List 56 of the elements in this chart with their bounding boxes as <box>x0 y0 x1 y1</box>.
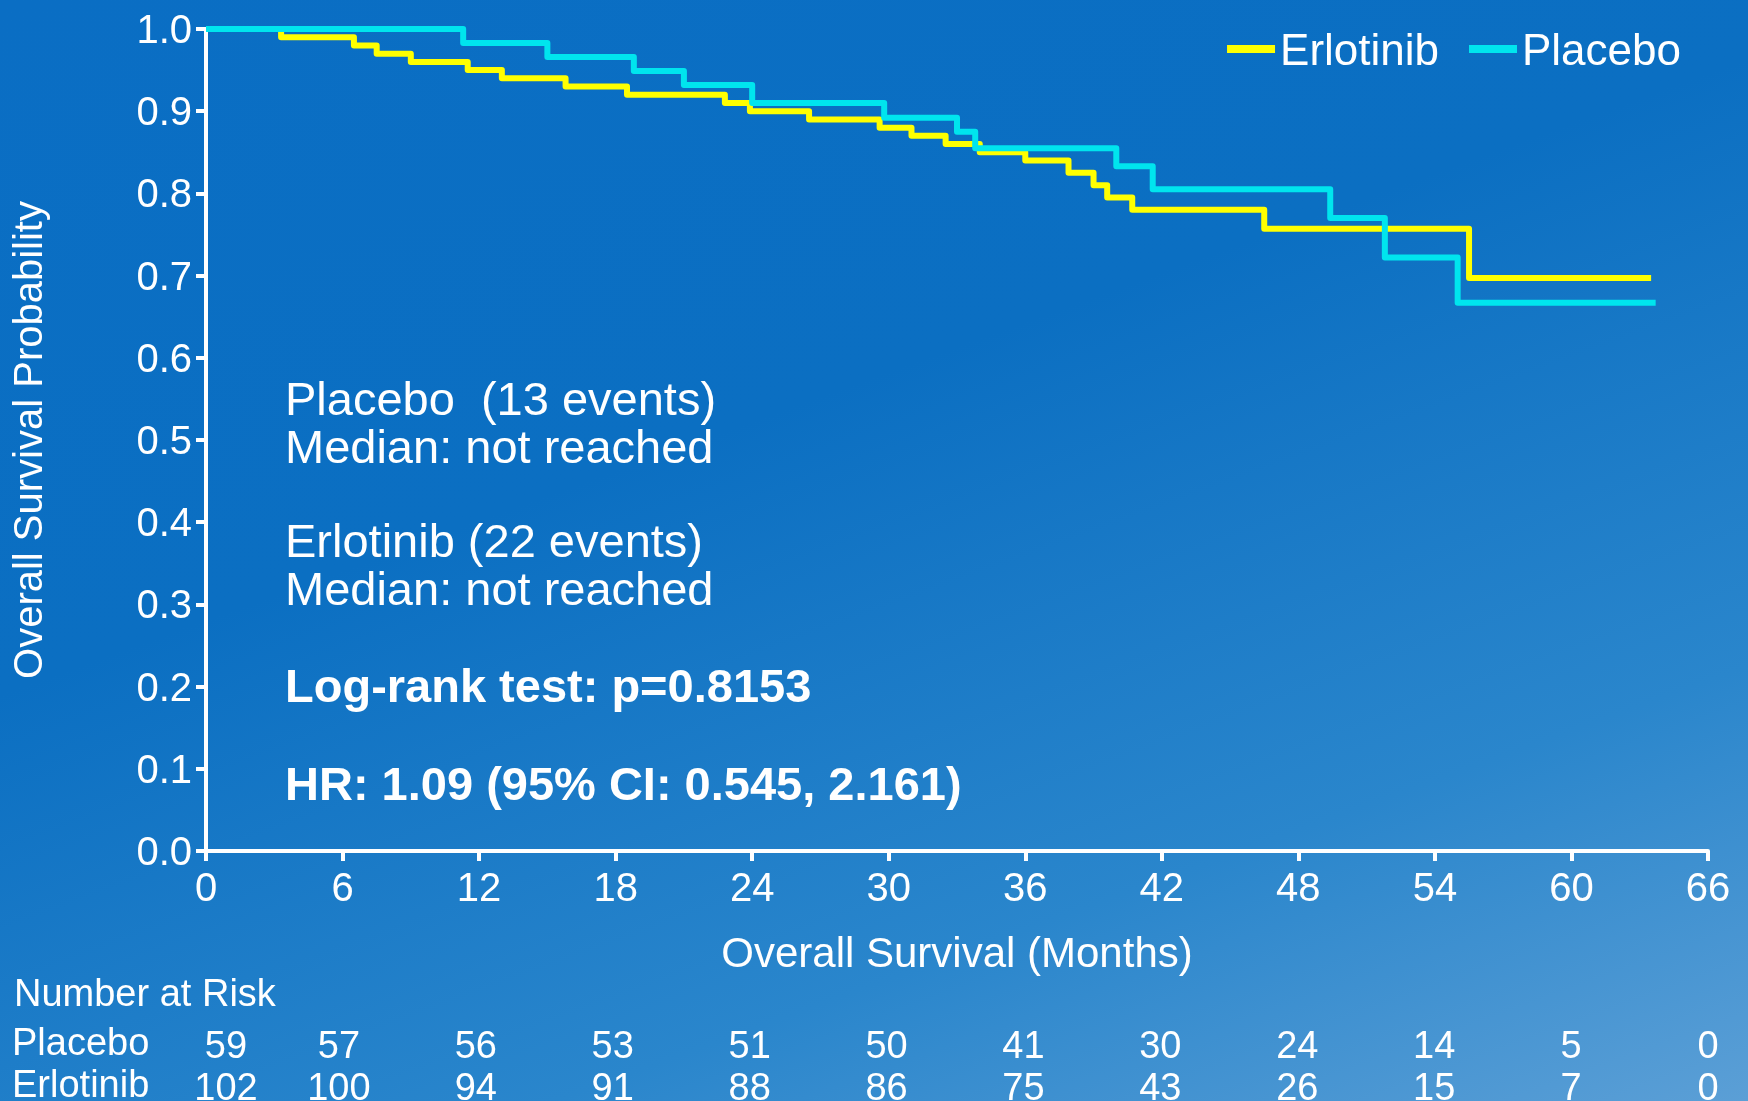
text: 26 <box>1276 1066 1319 1101</box>
text: 100 <box>307 1066 371 1101</box>
x-tick-label: 30 <box>866 865 911 909</box>
x-tick-label: 0 <box>194 865 218 909</box>
legend-label: Placebo <box>1521 24 1682 74</box>
y-tick-label: 0.8 <box>136 171 192 216</box>
y-tick-label: 1.0 <box>136 7 192 51</box>
text: 15 <box>1413 1066 1456 1101</box>
text: 41 <box>1002 1024 1045 1066</box>
text: 14 <box>1413 1024 1456 1066</box>
text: 56 <box>454 1024 497 1066</box>
text: 53 <box>591 1024 634 1066</box>
text: 59 <box>204 1024 248 1066</box>
y-tick-label: 0.9 <box>136 89 192 134</box>
x-tick-label: 18 <box>593 865 638 909</box>
x-tick-label: 24 <box>729 865 775 909</box>
annotation: HR: 1.09 (95% CI: 0.545, 2.161) <box>285 757 962 810</box>
y-tick-label: 0.4 <box>136 500 192 545</box>
x-tick-label: 12 <box>456 865 502 909</box>
text: 0 <box>1697 1066 1719 1101</box>
legend-label: Erlotinib <box>1280 24 1439 74</box>
text: 57 <box>317 1024 361 1066</box>
text: 0 <box>1697 1024 1719 1066</box>
y-tick-label: 0.6 <box>136 335 192 380</box>
text: 24 <box>1276 1024 1319 1066</box>
text: 94 <box>454 1066 497 1101</box>
text: Number at Risk <box>14 972 277 1014</box>
annotation: Log-rank test: p=0.8153 <box>285 659 812 712</box>
text: 5 <box>1560 1024 1582 1066</box>
y-tick-label: 0.3 <box>136 582 192 627</box>
text: 91 <box>591 1066 634 1101</box>
x-tick-label: 66 <box>1685 865 1731 909</box>
text: 86 <box>865 1066 908 1101</box>
x-tick-label: 54 <box>1412 865 1458 909</box>
x-tick-label: 6 <box>331 865 354 909</box>
y-tick-label: 0.0 <box>136 829 192 873</box>
x-tick-label: 48 <box>1276 865 1321 909</box>
text: 102 <box>194 1066 258 1101</box>
x-tick-label: 60 <box>1549 865 1594 909</box>
text: 43 <box>1139 1066 1182 1101</box>
text: Placebo <box>12 1021 150 1063</box>
x-axis-title: Overall Survival (Months) <box>721 928 1193 976</box>
y-tick-label: 0.5 <box>136 418 192 462</box>
text: 88 <box>728 1066 771 1101</box>
text: 30 <box>1139 1024 1182 1066</box>
y-tick-label: 0.2 <box>136 664 192 709</box>
x-tick-label: 42 <box>1139 865 1185 909</box>
y-axis-title: Overall Survival Probability <box>6 201 50 679</box>
text: 50 <box>865 1024 908 1066</box>
y-tick-label: 0.1 <box>136 746 192 791</box>
x-tick-label: 36 <box>1003 865 1048 909</box>
text: Erlotinib <box>12 1063 150 1101</box>
y-tick-label: 0.7 <box>136 253 192 298</box>
text: 7 <box>1560 1066 1582 1101</box>
text: 75 <box>1002 1066 1045 1101</box>
text: 51 <box>728 1024 771 1066</box>
